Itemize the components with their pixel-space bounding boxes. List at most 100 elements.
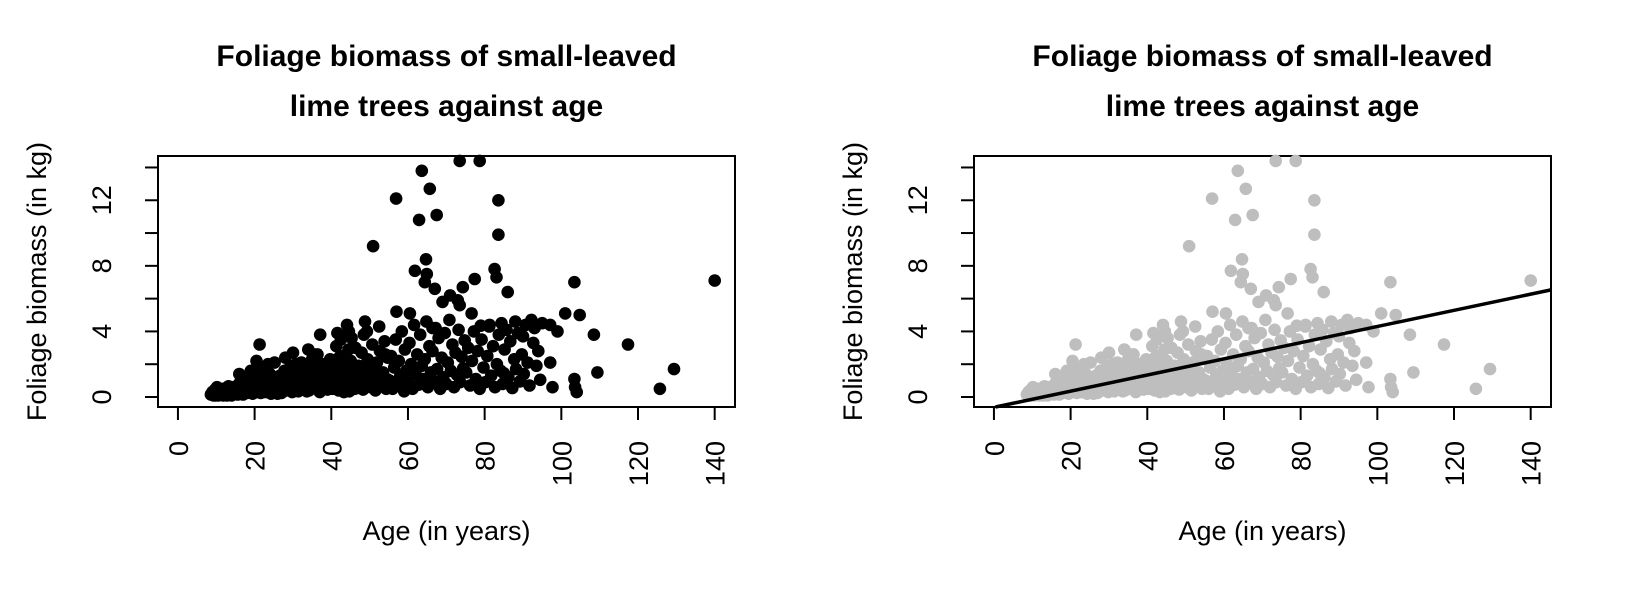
data-point: [1349, 373, 1363, 387]
x-tick-label: 20: [1057, 441, 1087, 471]
y-axis-label: Foliage biomass (in kg): [22, 142, 52, 421]
data-point: [1403, 328, 1417, 342]
data-point: [1220, 357, 1234, 371]
x-tick-label: 120: [1440, 441, 1470, 486]
data-point: [1268, 323, 1281, 337]
data-point: [465, 307, 478, 320]
data-point: [423, 182, 437, 196]
data-point: [407, 318, 421, 332]
data-point: [486, 339, 500, 353]
data-point: [517, 367, 531, 381]
plot-title-line2: lime trees against age: [290, 90, 603, 123]
data-point: [455, 350, 468, 364]
data-point: [348, 382, 362, 396]
data-point: [551, 325, 564, 338]
data-point: [1281, 307, 1294, 320]
data-point: [471, 344, 485, 358]
x-tick-label: 0: [164, 441, 194, 456]
data-point: [473, 154, 487, 168]
data-point: [1231, 164, 1245, 178]
data-point: [490, 271, 503, 284]
data-point: [392, 354, 406, 368]
data-point: [349, 370, 363, 383]
x-tick-label: 40: [317, 441, 347, 471]
data-point: [426, 344, 439, 358]
data-point: [1339, 379, 1352, 392]
data-point: [1131, 380, 1145, 393]
plot-title-line1: Foliage biomass of small-leaved: [1032, 40, 1492, 73]
data-point: [334, 333, 348, 346]
data-point: [1316, 323, 1329, 337]
data-point: [371, 364, 385, 378]
y-tick-label: 8: [87, 258, 117, 273]
data-point: [621, 338, 635, 351]
data-point: [419, 252, 433, 266]
data-point: [1165, 370, 1179, 383]
data-point: [390, 305, 403, 319]
data-point: [475, 333, 488, 346]
data-point: [492, 228, 505, 241]
data-point: [1205, 192, 1219, 205]
data-point: [289, 357, 303, 371]
data-point: [210, 385, 223, 398]
data-point: [357, 328, 371, 342]
data-point: [459, 366, 473, 379]
data-point: [1271, 350, 1284, 364]
data-point: [1026, 385, 1039, 398]
data-point: [1164, 382, 1177, 396]
data-point: [358, 315, 372, 328]
data-point: [1293, 361, 1306, 374]
data-point: [418, 353, 432, 366]
y-tick-label: 12: [903, 185, 933, 215]
data-point: [1333, 367, 1347, 381]
data-point: [1389, 308, 1402, 322]
data-point: [1161, 331, 1174, 345]
data-point: [253, 338, 266, 351]
data-point: [1153, 385, 1167, 399]
data-point: [313, 328, 327, 342]
data-point: [501, 285, 514, 299]
data-point: [1308, 194, 1321, 207]
data-point: [300, 385, 314, 398]
data-point: [1267, 294, 1281, 307]
data-point: [1272, 280, 1286, 294]
data-point: [1348, 344, 1361, 358]
data-point: [1121, 365, 1134, 378]
data-point: [516, 330, 530, 343]
data-point: [340, 318, 354, 332]
data-point: [1228, 213, 1242, 227]
x-tick-label: 0: [980, 441, 1010, 456]
data-point: [1105, 357, 1119, 371]
data-point: [345, 331, 358, 345]
data-point: [412, 213, 426, 227]
data-point: [378, 335, 391, 348]
x-tick-label: 140: [701, 441, 731, 486]
data-point: [1102, 346, 1116, 360]
data-point: [568, 275, 581, 289]
data-point: [342, 343, 355, 356]
data-point: [653, 382, 667, 396]
data-point: [1524, 274, 1537, 287]
data-point: [481, 349, 494, 363]
data-point: [1206, 305, 1219, 319]
data-point: [461, 341, 475, 355]
data-point: [1244, 282, 1258, 296]
x-tick-label: 140: [1517, 441, 1547, 486]
data-point: [1259, 313, 1272, 327]
data-point: [1058, 375, 1072, 388]
data-point: [509, 315, 522, 328]
data-point: [244, 364, 258, 378]
data-point: [535, 316, 549, 330]
data-point: [1483, 362, 1497, 376]
right-panel: Foliage biomass of small-leaved lime tree…: [816, 0, 1632, 604]
data-point: [504, 335, 517, 348]
data-point: [415, 164, 429, 178]
data-point: [1246, 208, 1259, 222]
data-point: [1437, 338, 1451, 351]
data-point: [395, 325, 409, 338]
data-point: [1211, 325, 1225, 338]
data-point: [1275, 366, 1289, 379]
data-point: [1219, 307, 1233, 320]
data-point: [1129, 328, 1143, 342]
data-point: [1194, 335, 1207, 348]
